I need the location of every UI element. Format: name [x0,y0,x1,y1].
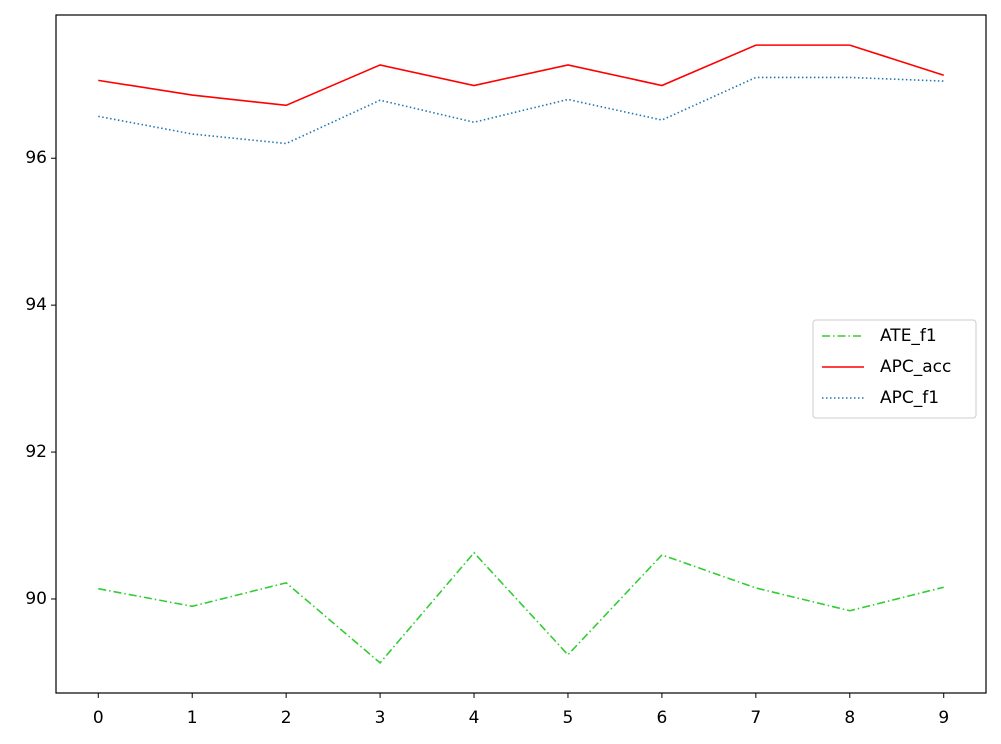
y-tick-label: 92 [25,442,47,462]
series-line [98,44,944,107]
x-tick-label: 7 [750,708,761,728]
y-tick-label: 94 [25,295,47,315]
x-tick-label: 0 [93,708,104,728]
x-tick-label: 3 [375,708,386,728]
y-tick-label: 96 [25,148,47,168]
x-tick-label: 1 [187,708,198,728]
x-tick-label: 8 [844,708,855,728]
legend-label: APC_f1 [880,388,939,408]
y-tick-label: 90 [25,589,47,609]
legend-label: APC_acc [880,357,951,377]
x-tick-label: 6 [656,708,667,728]
x-tick-label: 4 [469,708,480,728]
legend-box [812,319,977,419]
legend-label: ATE_f1 [880,326,937,346]
series-line [98,76,944,145]
plot-frame [55,14,987,694]
x-tick-label: 2 [281,708,292,728]
series-line [98,551,944,665]
x-tick-label: 5 [563,708,574,728]
x-tick-label: 9 [938,708,949,728]
